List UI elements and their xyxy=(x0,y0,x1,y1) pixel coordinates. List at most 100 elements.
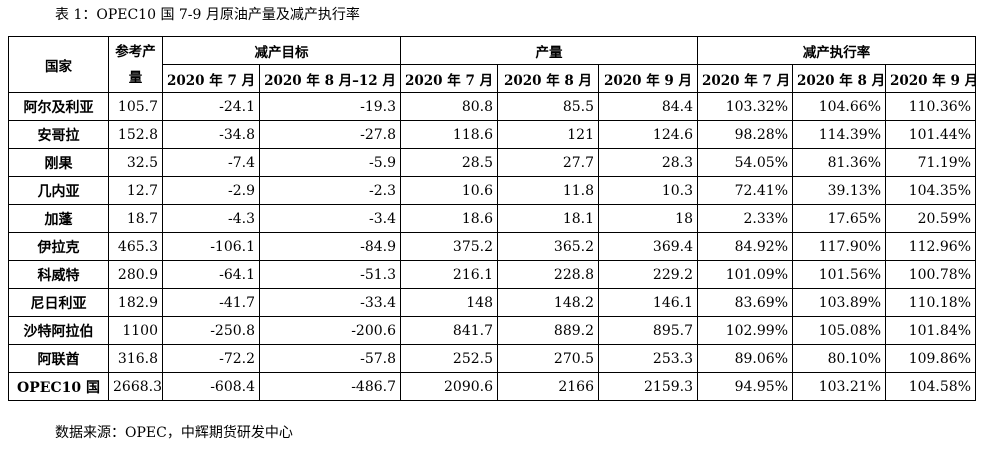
table-cell: 沙特阿拉伯 xyxy=(8,316,109,345)
table-cell: 112.96% xyxy=(885,232,976,261)
table-cell: 121 xyxy=(497,120,599,149)
table-cell: -250.8 xyxy=(162,316,260,345)
table-cell: 85.5 xyxy=(497,92,599,121)
table-cell: 148 xyxy=(400,288,498,317)
table-cell: 安哥拉 xyxy=(8,120,109,149)
table-row: 几内亚 12.7 -2.9 -2.3 10.6 11.8 10.3 72.41% 39.13% 1… xyxy=(8,176,976,205)
table-cell: 229.2 xyxy=(598,260,698,289)
header-cell: 2020 年 8 月 xyxy=(792,64,886,93)
table-cell: -27.8 xyxy=(259,120,401,149)
table-cell: 104.66% xyxy=(792,92,886,121)
table-cell: 105.08% xyxy=(792,316,886,345)
table-cell: 尼日利亚 xyxy=(8,288,109,317)
table-cell: 110.18% xyxy=(885,288,976,317)
table-cell: 加蓬 xyxy=(8,204,109,233)
table-cell: 2159.3 xyxy=(598,372,698,401)
table-cell: 28.5 xyxy=(400,148,498,177)
table-cell: 895.7 xyxy=(598,316,698,345)
table-cell: -33.4 xyxy=(259,288,401,317)
table-row: 阿尔及利亚 105.7 -24.1 -19.3 80.8 85.5 84.4 103.32% 1… xyxy=(8,92,976,121)
table-cell: 1100 xyxy=(108,316,163,345)
table-cell: 2090.6 xyxy=(400,372,498,401)
table-cell: 20.59% xyxy=(885,204,976,233)
table-cell: 253.3 xyxy=(598,344,698,373)
table-cell: 94.95% xyxy=(697,372,793,401)
table-cell: 2.33% xyxy=(697,204,793,233)
table-cell: 148.2 xyxy=(497,288,599,317)
table-cell: 83.69% xyxy=(697,288,793,317)
table-cell: 71.19% xyxy=(885,148,976,177)
table-cell: 2166 xyxy=(497,372,599,401)
table-cell: -19.3 xyxy=(259,92,401,121)
table-cell: 146.1 xyxy=(598,288,698,317)
table-cell: 252.5 xyxy=(400,344,498,373)
table-cell: 369.4 xyxy=(598,232,698,261)
table-row: 伊拉克 465.3 -106.1 -84.9 375.2 365.2 369.4 84.92%… xyxy=(8,232,976,261)
table-cell: 152.8 xyxy=(108,120,163,149)
header-cell: 2020 年 8 月–12 月 xyxy=(259,64,401,93)
table-cell: 365.2 xyxy=(497,232,599,261)
table-row: 沙特阿拉伯 1100 -250.8 -200.6 841.7 889.2 895.7 102.… xyxy=(8,316,976,345)
table-cell: 18 xyxy=(598,204,698,233)
table-row: 安哥拉 152.8 -34.8 -27.8 118.6 121 124.6 98.28% 114… xyxy=(8,120,976,149)
table-cell: 54.05% xyxy=(697,148,793,177)
table-cell: -7.4 xyxy=(162,148,260,177)
table-cell: 105.7 xyxy=(108,92,163,121)
table-cell: 刚果 xyxy=(8,148,109,177)
table-cell: 104.35% xyxy=(885,176,976,205)
table-cell: 465.3 xyxy=(108,232,163,261)
table-cell: -57.8 xyxy=(259,344,401,373)
table-cell: 114.39% xyxy=(792,120,886,149)
table-cell: 109.86% xyxy=(885,344,976,373)
table-cell: -5.9 xyxy=(259,148,401,177)
table-cell: 几内亚 xyxy=(8,176,109,205)
table-cell: 10.6 xyxy=(400,176,498,205)
table-cell: 889.2 xyxy=(497,316,599,345)
table-cell: 270.5 xyxy=(497,344,599,373)
table-cell: 103.32% xyxy=(697,92,793,121)
table-row: 刚果 32.5 -7.4 -5.9 28.5 27.7 28.3 54.05% 81.36% 71… xyxy=(8,148,976,177)
table-cell: 72.41% xyxy=(697,176,793,205)
table-cell: 841.7 xyxy=(400,316,498,345)
table-cell: 216.1 xyxy=(400,260,498,289)
table-cell: -2.3 xyxy=(259,176,401,205)
source-note: 数据来源：OPEC，中辉期货研发中心 xyxy=(55,425,293,441)
table-cell: 80.10% xyxy=(792,344,886,373)
table-cell: -84.9 xyxy=(259,232,401,261)
table-cell: -72.2 xyxy=(162,344,260,373)
table-cell: 280.9 xyxy=(108,260,163,289)
table-cell: 18.6 xyxy=(400,204,498,233)
table-cell: -200.6 xyxy=(259,316,401,345)
table-cell: 89.06% xyxy=(697,344,793,373)
header-cell: 2020 年 9 月 xyxy=(598,64,698,93)
table-title: 表 1：OPEC10 国 7-9 月原油产量及减产执行率 xyxy=(55,7,360,23)
table-row: 尼日利亚 182.9 -41.7 -33.4 148 148.2 146.1 83.69% 10… xyxy=(8,288,976,317)
table-cell: 阿尔及利亚 xyxy=(8,92,109,121)
table-cell: 104.58% xyxy=(885,372,976,401)
table-cell: -2.9 xyxy=(162,176,260,205)
header-cell: 国家 xyxy=(8,36,109,93)
header-cell: 2020 年 7 月 xyxy=(400,64,498,93)
table-cell: 118.6 xyxy=(400,120,498,149)
table-cell: -34.8 xyxy=(162,120,260,149)
table-cell: -24.1 xyxy=(162,92,260,121)
table-row: 阿联酋 316.8 -72.2 -57.8 252.5 270.5 253.3 89.06% 8… xyxy=(8,344,976,373)
table-cell: -51.3 xyxy=(259,260,401,289)
table-row: 加蓬 18.7 -4.3 -3.4 18.6 18.1 18 2.33% 17.65% 20.59… xyxy=(8,204,976,233)
table-row: 科威特 280.9 -64.1 -51.3 216.1 228.8 229.2 101.09%… xyxy=(8,260,976,289)
header-cell: 产量 xyxy=(400,36,698,65)
table-cell: 316.8 xyxy=(108,344,163,373)
table-cell: 101.44% xyxy=(885,120,976,149)
table-cell: 12.7 xyxy=(108,176,163,205)
data-table: 国家 参考产量 减产目标 产量 减产执行率 2020 年 7 月 2020 年 8… xyxy=(8,36,976,401)
table-cell: -106.1 xyxy=(162,232,260,261)
table-cell: 阿联酋 xyxy=(8,344,109,373)
table-cell: 110.36% xyxy=(885,92,976,121)
table-cell: -64.1 xyxy=(162,260,260,289)
table-cell: 103.89% xyxy=(792,288,886,317)
table-cell: 科威特 xyxy=(8,260,109,289)
table-cell: 84.92% xyxy=(697,232,793,261)
table-row: OPEC10 国 2668.3 -608.4 -486.7 2090.6 2166 2159… xyxy=(8,372,976,401)
table-cell: 18.7 xyxy=(108,204,163,233)
